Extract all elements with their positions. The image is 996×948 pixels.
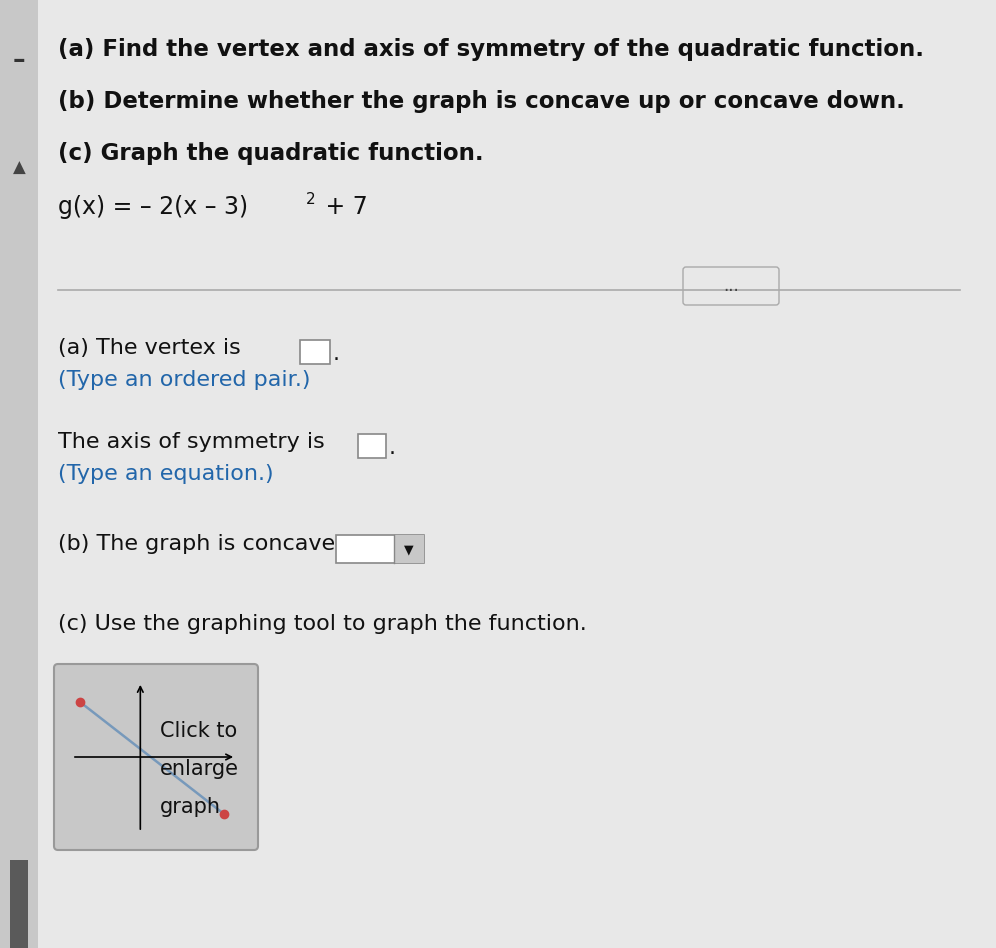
Text: 2: 2 [306,192,316,207]
Text: The axis of symmetry is: The axis of symmetry is [58,432,325,452]
Text: .: . [333,344,340,364]
FancyBboxPatch shape [683,267,779,305]
Text: (b) The graph is concave: (b) The graph is concave [58,534,335,554]
Text: ...: ... [723,277,739,295]
Text: (Type an ordered pair.): (Type an ordered pair.) [58,370,311,390]
Text: + 7: + 7 [318,195,368,219]
Text: graph: graph [160,797,221,817]
Text: g(x) = – 2(x – 3): g(x) = – 2(x – 3) [58,195,248,219]
Bar [0,0,38,948]
Text: (Type an equation.): (Type an equation.) [58,464,274,484]
Bar [394,535,424,563]
Text: ▲: ▲ [13,159,25,177]
Text: –: – [13,48,25,72]
Text: (c) Use the graphing tool to graph the function.: (c) Use the graphing tool to graph the f… [58,614,587,634]
Bar [10,860,28,948]
Text: enlarge: enlarge [160,759,239,779]
FancyBboxPatch shape [54,664,258,850]
Text: Click to: Click to [160,721,237,741]
Bar [300,340,330,364]
Text: ▼: ▼ [404,543,413,556]
Text: .: . [389,438,396,458]
Bar [336,535,424,563]
Bar [358,434,386,458]
Text: (c) Graph the quadratic function.: (c) Graph the quadratic function. [58,142,484,165]
Text: (a) Find the vertex and axis of symmetry of the quadratic function.: (a) Find the vertex and axis of symmetry… [58,38,924,61]
Text: (b) Determine whether the graph is concave up or concave down.: (b) Determine whether the graph is conca… [58,90,905,113]
Text: (a) The vertex is: (a) The vertex is [58,338,241,358]
